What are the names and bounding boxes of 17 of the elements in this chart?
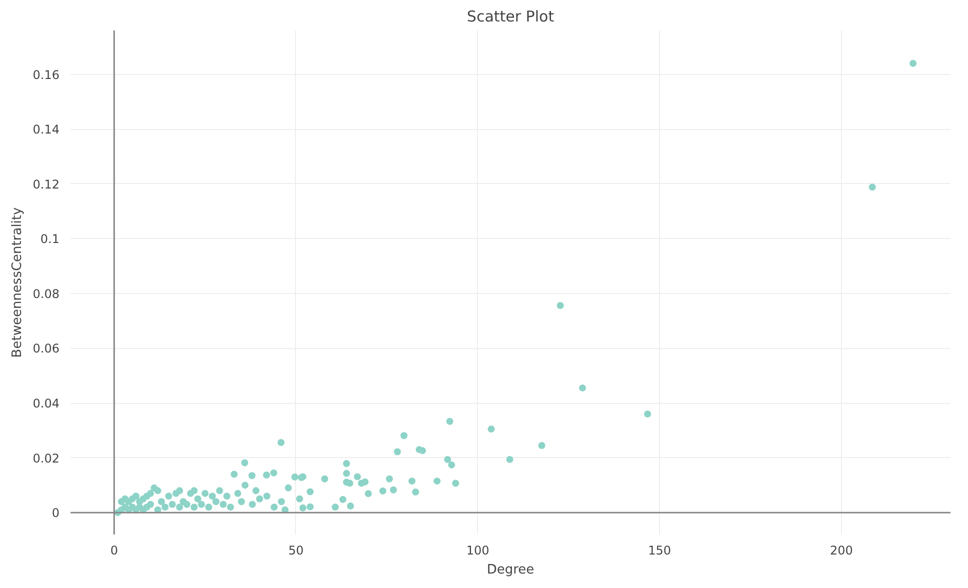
- x-axis-title: Degree: [486, 562, 534, 578]
- y-tick-label: 0.1: [40, 232, 60, 246]
- y-tick-label: 0: [52, 506, 60, 520]
- x-tick-label: 100: [466, 544, 490, 558]
- y-tick-label: 0.08: [32, 286, 60, 301]
- y-tick-label: 0.06: [32, 342, 60, 356]
- x-tick-label: 150: [648, 544, 672, 558]
- x-tick-label: 50: [288, 544, 304, 558]
- x-tick-label: 200: [830, 544, 853, 558]
- y-axis-title: BetweennessCentrality: [10, 206, 25, 358]
- y-tick-label: 0.14: [32, 122, 60, 137]
- y-tick-label: 0.16: [32, 68, 60, 82]
- x-tick-label: 0: [110, 544, 118, 558]
- y-tick-label: 0.02: [32, 451, 60, 466]
- chart-title: Scatter Plot: [466, 8, 554, 26]
- y-tick-label: 0.04: [32, 396, 60, 411]
- y-tick-label: 0.12: [32, 177, 60, 192]
